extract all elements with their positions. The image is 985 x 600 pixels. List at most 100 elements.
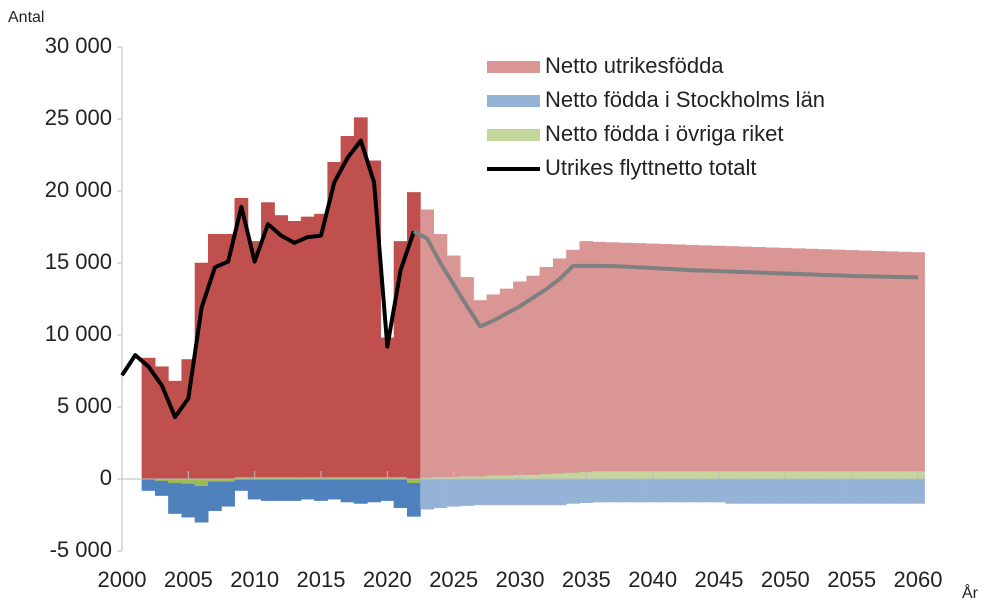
bar-segment xyxy=(884,478,899,504)
bar-segment xyxy=(672,478,687,503)
y-axis-label: Antal xyxy=(8,9,44,26)
bar-segment xyxy=(194,478,209,487)
bar-segment xyxy=(605,470,620,480)
x-tick-label: 2060 xyxy=(894,567,943,592)
bar-segment xyxy=(698,470,713,480)
x-tick-label: 2015 xyxy=(297,567,346,592)
bar-segment xyxy=(619,478,634,503)
bar-segment xyxy=(672,470,687,480)
bar-segment xyxy=(911,252,925,472)
y-tick-label: 25 000 xyxy=(45,105,112,130)
bar-segment xyxy=(314,213,328,478)
bar-segment xyxy=(685,478,700,503)
bar-segment xyxy=(818,249,833,472)
x-tick-label: 2010 xyxy=(230,567,279,592)
bar-segment xyxy=(526,275,541,475)
bar-segment xyxy=(659,470,673,480)
bar-segment xyxy=(725,246,740,472)
bar-segment xyxy=(897,478,912,504)
bar-segment xyxy=(327,478,342,500)
bar-segment xyxy=(672,244,687,472)
bar-segment xyxy=(380,478,395,501)
y-tick-label: 30 000 xyxy=(45,33,112,58)
bar-segment xyxy=(632,478,647,503)
bar-segment xyxy=(460,478,474,506)
bar-segment xyxy=(406,478,421,484)
bar-segment xyxy=(486,478,501,506)
bar-segment xyxy=(539,267,554,475)
bar-segment xyxy=(353,478,368,504)
bar-segment xyxy=(778,478,793,504)
legend-label: Netto utrikesfödda xyxy=(545,53,724,78)
legend-label: Netto födda i övriga riket xyxy=(545,121,783,146)
bar-segment xyxy=(340,478,355,503)
bar-segment xyxy=(168,478,182,484)
bar-segment xyxy=(884,470,899,480)
bar-segment xyxy=(566,249,580,473)
bar-segment xyxy=(871,250,886,472)
legend-swatch xyxy=(487,129,540,141)
x-tick-label: 2000 xyxy=(98,567,147,592)
bar-segment xyxy=(261,478,275,501)
bar-segment xyxy=(778,247,793,472)
bar-segment xyxy=(605,242,620,472)
bar-segment xyxy=(566,472,580,480)
bar-segment xyxy=(871,470,886,480)
bar-segment xyxy=(897,251,912,472)
bar-segment xyxy=(858,478,872,504)
bar-segment xyxy=(181,478,196,485)
bar-segment xyxy=(340,136,355,478)
bar-segment xyxy=(685,470,700,480)
legend-swatch xyxy=(487,61,540,73)
bar-segment xyxy=(406,483,421,517)
bar-segment xyxy=(897,470,912,480)
line xyxy=(120,138,416,420)
bar-segment xyxy=(420,478,435,510)
bar-segment xyxy=(804,248,819,472)
bar-segment xyxy=(791,470,806,480)
bar-segment xyxy=(871,478,886,504)
x-tick-label: 2025 xyxy=(429,567,478,592)
bar-segment xyxy=(592,478,607,503)
bar-segment xyxy=(844,478,859,504)
bar-segment xyxy=(751,247,766,472)
bar-segment xyxy=(619,242,634,472)
bar-segment xyxy=(154,480,169,496)
bar-segment xyxy=(698,245,713,472)
legend-swatch xyxy=(487,95,540,107)
bar-segment xyxy=(141,478,156,491)
bar-segment xyxy=(738,478,753,504)
bar-segment xyxy=(791,248,806,472)
bar-segment xyxy=(831,478,846,504)
bar-segment xyxy=(473,478,488,506)
bar-segment xyxy=(168,483,182,514)
y-tick-label: 10 000 xyxy=(45,321,112,346)
bar-segment xyxy=(499,478,514,506)
bar-segment xyxy=(194,485,209,523)
bar-segment xyxy=(818,470,833,480)
bar-segment xyxy=(552,258,567,474)
bar-segment xyxy=(738,246,753,472)
bar-segment xyxy=(552,472,567,480)
bar-segment xyxy=(911,478,925,504)
bar-segment xyxy=(592,470,607,480)
bar-segment xyxy=(380,337,395,478)
bar-segment xyxy=(645,243,660,472)
bar-segment xyxy=(367,160,381,478)
bar-segment xyxy=(261,202,275,478)
bar-segment xyxy=(274,215,289,478)
bar-segment xyxy=(300,216,315,478)
x-tick-label: 2055 xyxy=(827,567,876,592)
bar-segment xyxy=(446,478,461,507)
bar-segment xyxy=(858,470,872,480)
bar-segment xyxy=(287,478,302,501)
bar-segment xyxy=(539,478,554,506)
x-tick-label: 2035 xyxy=(562,567,611,592)
bar-segment xyxy=(765,247,779,472)
bar-segment xyxy=(234,478,249,491)
legend-label: Utrikes flyttnetto totalt xyxy=(545,155,757,180)
bar-segment xyxy=(884,251,899,472)
bar-segment xyxy=(725,478,740,504)
bar-segment xyxy=(207,481,222,511)
